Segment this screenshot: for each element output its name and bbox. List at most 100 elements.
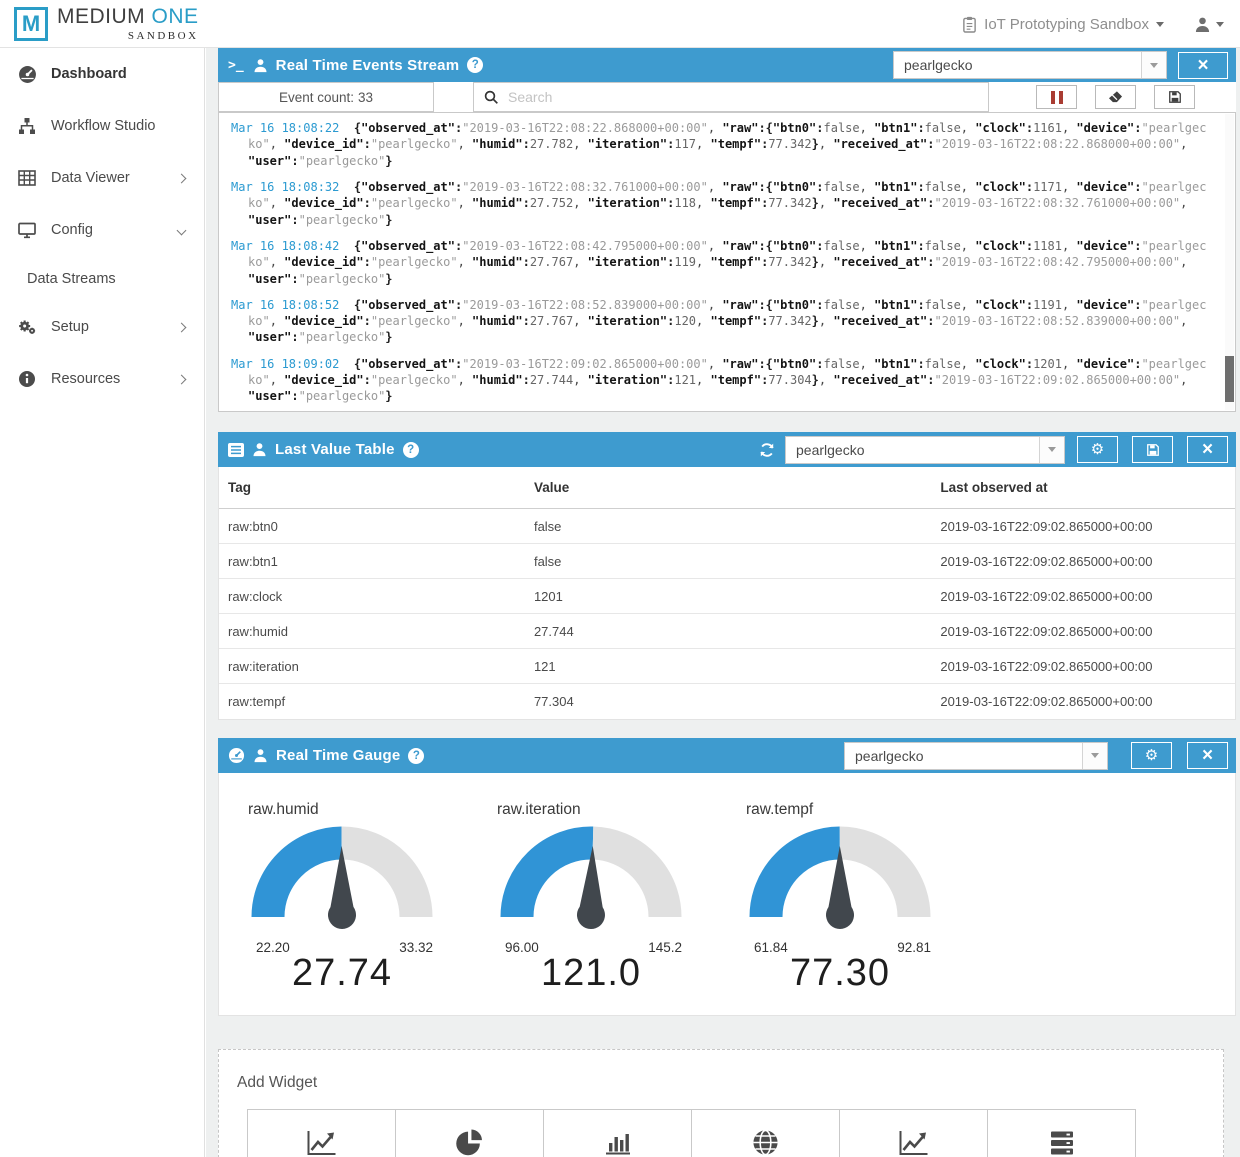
sidebar-item-dashboard[interactable]: Dashboard [0,48,204,100]
save-stream-button[interactable] [1154,85,1195,109]
cell-value: false [533,553,562,569]
list-icon [228,442,244,457]
clipboard-icon [962,16,977,33]
scrollbar-track[interactable] [1225,114,1234,410]
workspace-selector[interactable]: IoT Prototyping Sandbox [962,16,1164,33]
add-widget-type-button[interactable]: Single User [987,1109,1136,1157]
sidebar-item-resources[interactable]: Resources [0,353,204,405]
column-header-value: Value [533,480,570,495]
sidebar-item-label: Setup [51,319,89,335]
gauge-icon [228,747,245,764]
cell-value: 27.744 [533,623,574,639]
sidebar-item-data-viewer[interactable]: Data Viewer [0,152,204,204]
event-count-value: 33 [358,89,374,105]
cell-last-observed: 2019-03-16T22:09:02.865000+00:00 [940,694,1153,709]
sidebar-item-data-streams[interactable]: Data Streams [0,256,204,301]
table-row: raw:iteration 121 2019-03-16T22:09:02.8650… [219,649,1235,684]
table-row: raw:btn1 false 2019-03-16T22:09:02.865000+… [219,544,1235,579]
clear-stream-button[interactable] [1095,85,1136,109]
cell-tag: raw:clock [228,588,283,604]
bar-chart-icon [603,1129,633,1156]
gauge-min: 61.84 [754,940,788,955]
line-chart-icon [897,1129,930,1157]
cell-tag: raw:btn1 [228,553,278,569]
gauge: raw.tempf 61.84 92.81 77.30 [745,794,994,1015]
brand-one: ONE [151,5,199,28]
sidebar-item-config[interactable]: Config [0,204,204,256]
gauge-max: 145.2 [648,940,682,955]
select-caret-icon [1082,742,1107,769]
help-icon[interactable]: ? [402,441,419,458]
person-icon [252,442,267,457]
gear-icon: ⚙ [1144,747,1159,764]
event-count-label: Event count: [278,89,355,105]
search-input[interactable] [508,89,978,105]
add-widget-type-button[interactable]: Single User [839,1109,988,1157]
gauge-label: raw.humid [248,801,319,818]
cell-last-observed: 2019-03-16T22:09:02.865000+00:00 [940,658,1153,674]
dashboard-icon [15,65,39,84]
scrollbar-thumb[interactable] [1225,356,1234,402]
chevron-down-icon [1216,21,1224,27]
table-row: raw:humid 27.744 2019-03-16T22:09:02.86500… [219,614,1235,649]
help-icon[interactable]: ? [408,747,425,764]
device-select-value: pearlgecko [855,747,924,764]
info-icon [15,370,39,388]
top-bar: M MEDIUM ONE SANDBOX IoT Prototyping San… [0,0,1240,48]
pause-stream-button[interactable] [1036,85,1077,109]
gauge-widget-header: Real Time Gauge ? pearlgecko ⚙ × [218,738,1236,773]
events-widget-header: >_ Real Time Events Stream ? pearlgecko … [218,48,1236,82]
cell-tag: raw:iteration [228,658,299,674]
event-entry: Mar 16 18:08:22 {"observed_at":"2019-03-… [231,121,1207,168]
chevron-right-icon [176,173,187,183]
eraser-icon [1108,90,1123,104]
events-toolbar: Event count: 33 [218,82,1236,112]
close-widget-button[interactable]: × [1187,742,1228,769]
sidebar: Dashboard Workflow Studio Data Viewer Co… [0,48,205,1157]
gauge: raw.iteration 96.00 145.2 121.0 [496,794,745,1015]
logo-icon: M [14,7,48,41]
close-widget-button[interactable]: × [1178,51,1228,79]
device-select[interactable]: pearlgecko [844,741,1108,770]
save-widget-button[interactable] [1132,436,1173,463]
select-caret-icon [1141,52,1166,78]
brand-sandbox: SANDBOX [127,30,199,42]
help-icon[interactable]: ? [467,57,484,73]
real-time-gauge-widget: Real Time Gauge ? pearlgecko ⚙ × raw.hum… [218,738,1236,1016]
settings-button[interactable]: ⚙ [1131,742,1172,769]
cell-value: 77.304 [533,694,574,709]
add-widget-type-button[interactable]: Grouped Users [247,1109,396,1157]
add-widget-type-button[interactable]: Grouped Users [395,1109,544,1157]
gauge-label: raw.tempf [746,801,814,818]
chevron-right-icon [176,322,187,332]
terminal-icon: >_ [228,57,244,73]
gauge-value: 77.30 [789,952,891,994]
gear-icon: ⚙ [1090,441,1105,458]
cell-last-observed: 2019-03-16T22:09:02.865000+00:00 [940,553,1153,569]
user-menu[interactable] [1194,16,1224,33]
refresh-icon[interactable] [759,442,775,458]
settings-button[interactable]: ⚙ [1077,436,1118,463]
widget-title: Real Time Gauge [276,747,401,764]
cell-last-observed: 2019-03-16T22:09:02.865000+00:00 [940,623,1153,639]
brand-medium: MEDIUM [57,5,146,28]
sidebar-item-workflow-studio[interactable]: Workflow Studio [0,100,204,152]
gauge-value: 27.74 [291,952,393,994]
device-select-value: pearlgecko [904,57,973,73]
monitor-icon [15,221,39,239]
column-header-tag: Tag [228,480,251,495]
close-icon: × [1201,745,1214,766]
gauge-row: raw.humid 22.20 33.32 27.74 raw.iteration 96.… [218,773,1236,1016]
gauge-value: 121.0 [540,952,642,994]
device-select[interactable]: pearlgecko [893,51,1167,79]
device-select-value: pearlgecko [796,441,865,458]
close-widget-button[interactable]: × [1187,436,1228,463]
add-widget-type-button[interactable]: Grouped Users [543,1109,692,1157]
add-widget-type-button[interactable]: Grouped Users [691,1109,840,1157]
gauge-min: 22.20 [256,940,290,955]
save-icon [1146,443,1160,457]
sidebar-item-setup[interactable]: Setup [0,301,204,353]
last-value-table-widget: Last Value Table ? pearlgecko ⚙ × [218,432,1236,720]
search-icon [484,90,499,105]
device-select[interactable]: pearlgecko [785,435,1065,464]
